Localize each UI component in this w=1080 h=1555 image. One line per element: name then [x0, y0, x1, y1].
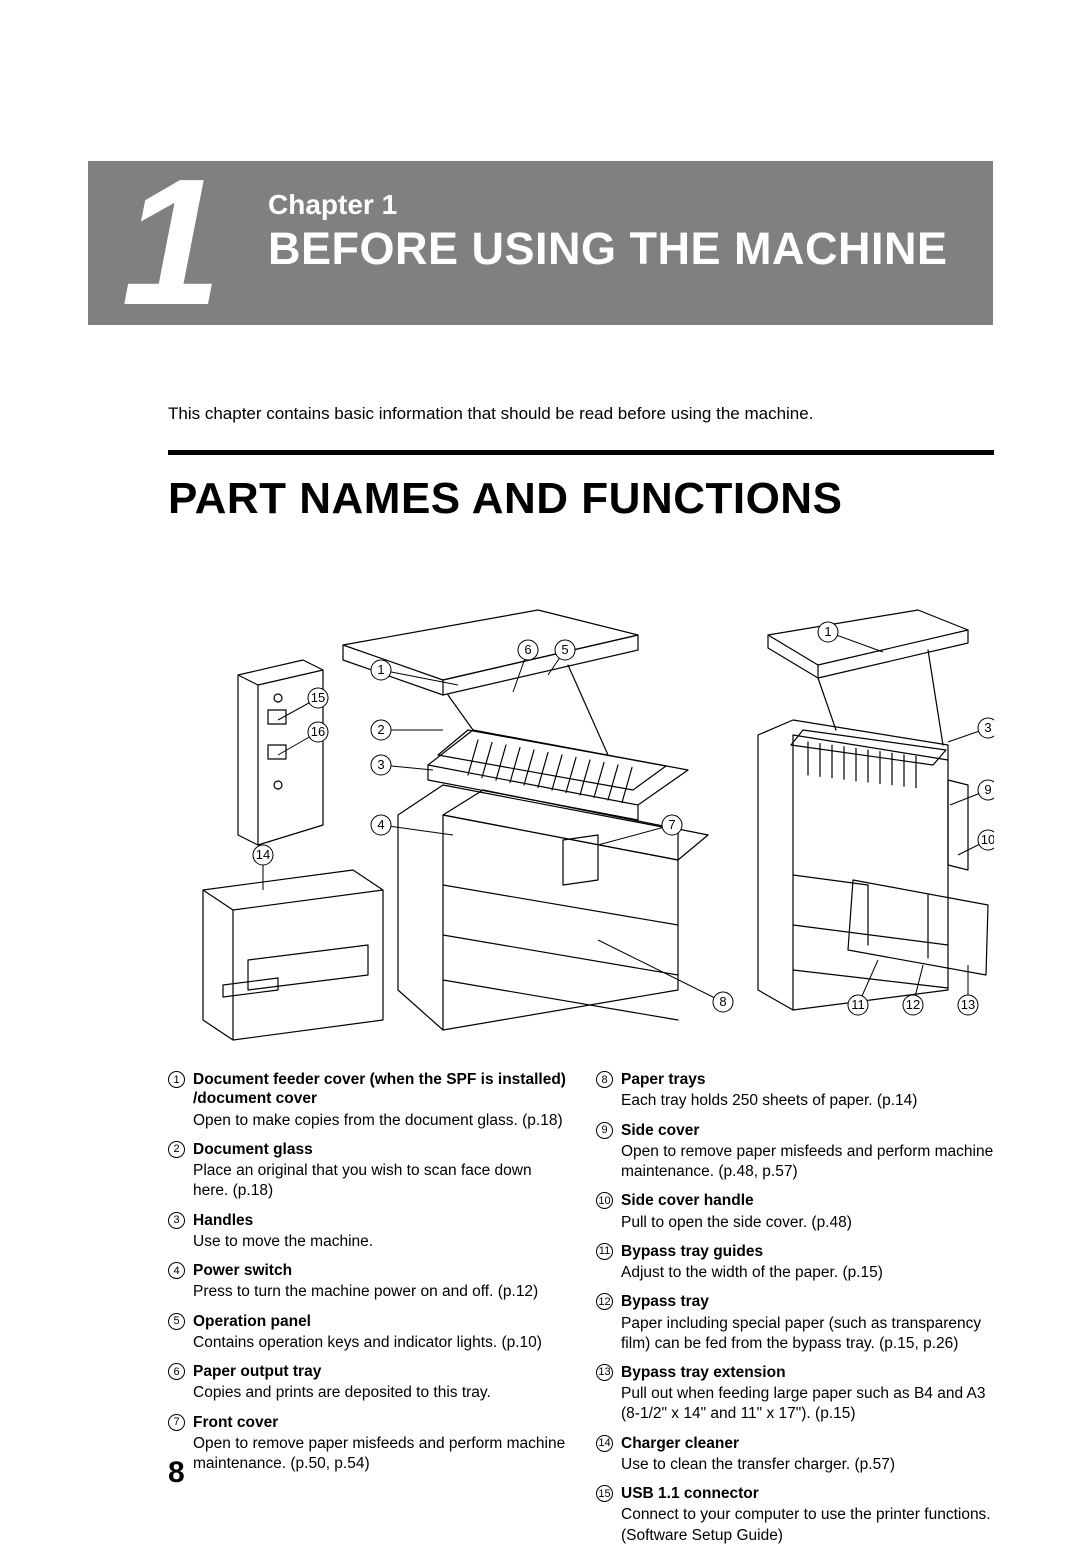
part-number: 14 [596, 1435, 613, 1452]
part-description: Open to remove paper misfeeds and perfor… [193, 1434, 566, 1474]
part-number: 15 [596, 1485, 613, 1502]
part-title: Document feeder cover (when the SPF is i… [193, 1070, 566, 1109]
svg-text:3: 3 [984, 720, 991, 735]
part-title: Front cover [193, 1413, 566, 1432]
svg-text:3: 3 [377, 757, 384, 772]
part-item: 9 Side cover Open to remove paper misfeeds… [596, 1121, 994, 1183]
svg-text:8: 8 [719, 994, 726, 1009]
svg-text:7: 7 [668, 817, 675, 832]
part-number: 1 [168, 1071, 185, 1088]
part-title: USB 1.1 connector [621, 1484, 994, 1503]
machine-diagram: 1234567814151613910111213 [168, 580, 994, 1058]
parts-column-left: 1 Document feeder cover (when the SPF is … [168, 1070, 566, 1555]
chapter-number: 1 [121, 153, 221, 333]
part-item: 2 Document glass Place an original that yo… [168, 1140, 566, 1202]
svg-text:16: 16 [311, 724, 325, 739]
part-number: 12 [596, 1293, 613, 1310]
part-item: 11 Bypass tray guides Adjust to the width … [596, 1242, 994, 1284]
part-number: 3 [168, 1212, 185, 1229]
intro-text: This chapter contains basic information … [168, 404, 813, 424]
part-item: 4 Power switch Press to turn the machine p… [168, 1261, 566, 1303]
parts-list: 1 Document feeder cover (when the SPF is … [168, 1070, 994, 1555]
part-title: Bypass tray [621, 1292, 994, 1311]
part-number: 7 [168, 1414, 185, 1431]
part-description: Copies and prints are deposited to this … [193, 1383, 566, 1403]
part-title: Side cover handle [621, 1191, 994, 1210]
svg-text:1: 1 [824, 624, 831, 639]
part-item: 12 Bypass tray Paper including special pap… [596, 1292, 994, 1354]
part-item: 14 Charger cleaner Use to clean the transf… [596, 1434, 994, 1476]
part-description: Open to remove paper misfeeds and perfor… [621, 1142, 994, 1182]
svg-text:15: 15 [311, 690, 325, 705]
svg-text:2: 2 [377, 722, 384, 737]
chapter-label: Chapter 1 [268, 189, 397, 221]
part-title: Operation panel [193, 1312, 566, 1331]
section-title: PART NAMES AND FUNCTIONS [168, 474, 842, 524]
svg-text:5: 5 [561, 642, 568, 657]
svg-text:9: 9 [984, 782, 991, 797]
part-item: 8 Paper trays Each tray holds 250 sheets o… [596, 1070, 994, 1112]
part-number: 2 [168, 1141, 185, 1158]
part-title: Document glass [193, 1140, 566, 1159]
part-description: Use to move the machine. [193, 1232, 566, 1252]
part-description: Connect to your computer to use the prin… [621, 1505, 994, 1545]
part-number: 4 [168, 1262, 185, 1279]
part-item: 3 Handles Use to move the machine. [168, 1211, 566, 1253]
part-item: 1 Document feeder cover (when the SPF is … [168, 1070, 566, 1131]
part-description: Adjust to the width of the paper. (p.15) [621, 1263, 994, 1283]
part-title: Paper trays [621, 1070, 994, 1089]
part-item: 13 Bypass tray extension Pull out when fee… [596, 1363, 994, 1425]
part-number: 6 [168, 1363, 185, 1380]
part-number: 13 [596, 1364, 613, 1381]
part-title: Paper output tray [193, 1362, 566, 1381]
part-number: 5 [168, 1313, 185, 1330]
part-title: Power switch [193, 1261, 566, 1280]
svg-text:12: 12 [906, 997, 920, 1012]
part-description: Contains operation keys and indicator li… [193, 1333, 566, 1353]
part-item: 5 Operation panel Contains operation keys … [168, 1312, 566, 1354]
part-description: Open to make copies from the document gl… [193, 1111, 566, 1131]
svg-text:1: 1 [377, 662, 384, 677]
part-title: Charger cleaner [621, 1434, 994, 1453]
svg-text:13: 13 [961, 997, 975, 1012]
part-number: 8 [596, 1071, 613, 1088]
svg-text:10: 10 [981, 832, 994, 847]
part-title: Side cover [621, 1121, 994, 1140]
parts-column-right: 8 Paper trays Each tray holds 250 sheets o… [596, 1070, 994, 1555]
chapter-number-box: 1 [88, 161, 255, 325]
svg-text:11: 11 [851, 997, 865, 1012]
chapter-banner: 1 Chapter 1 BEFORE USING THE MACHINE [88, 161, 993, 325]
page-number: 8 [168, 1456, 185, 1490]
svg-text:4: 4 [377, 817, 384, 832]
part-item: 10 Side cover handle Pull to open the side… [596, 1191, 994, 1233]
part-number: 10 [596, 1192, 613, 1209]
part-title: Bypass tray extension [621, 1363, 994, 1382]
part-description: Paper including special paper (such as t… [621, 1314, 994, 1354]
part-description: Use to clean the transfer charger. (p.57… [621, 1455, 994, 1475]
svg-text:6: 6 [524, 642, 531, 657]
part-description: Pull to open the side cover. (p.48) [621, 1213, 994, 1233]
part-item: 15 USB 1.1 connector Connect to your compu… [596, 1484, 994, 1546]
section-divider [168, 450, 994, 455]
part-number: 11 [596, 1243, 613, 1260]
part-description: Each tray holds 250 sheets of paper. (p.… [621, 1091, 994, 1111]
part-description: Place an original that you wish to scan … [193, 1161, 566, 1201]
chapter-title: BEFORE USING THE MACHINE [268, 223, 948, 275]
part-item: 7 Front cover Open to remove paper misfeed… [168, 1413, 566, 1475]
part-title: Bypass tray guides [621, 1242, 994, 1261]
svg-text:14: 14 [256, 847, 270, 862]
part-description: Press to turn the machine power on and o… [193, 1282, 566, 1302]
part-title: Handles [193, 1211, 566, 1230]
part-number: 9 [596, 1122, 613, 1139]
part-description: Pull out when feeding large paper such a… [621, 1384, 994, 1424]
part-item: 6 Paper output tray Copies and prints are … [168, 1362, 566, 1404]
